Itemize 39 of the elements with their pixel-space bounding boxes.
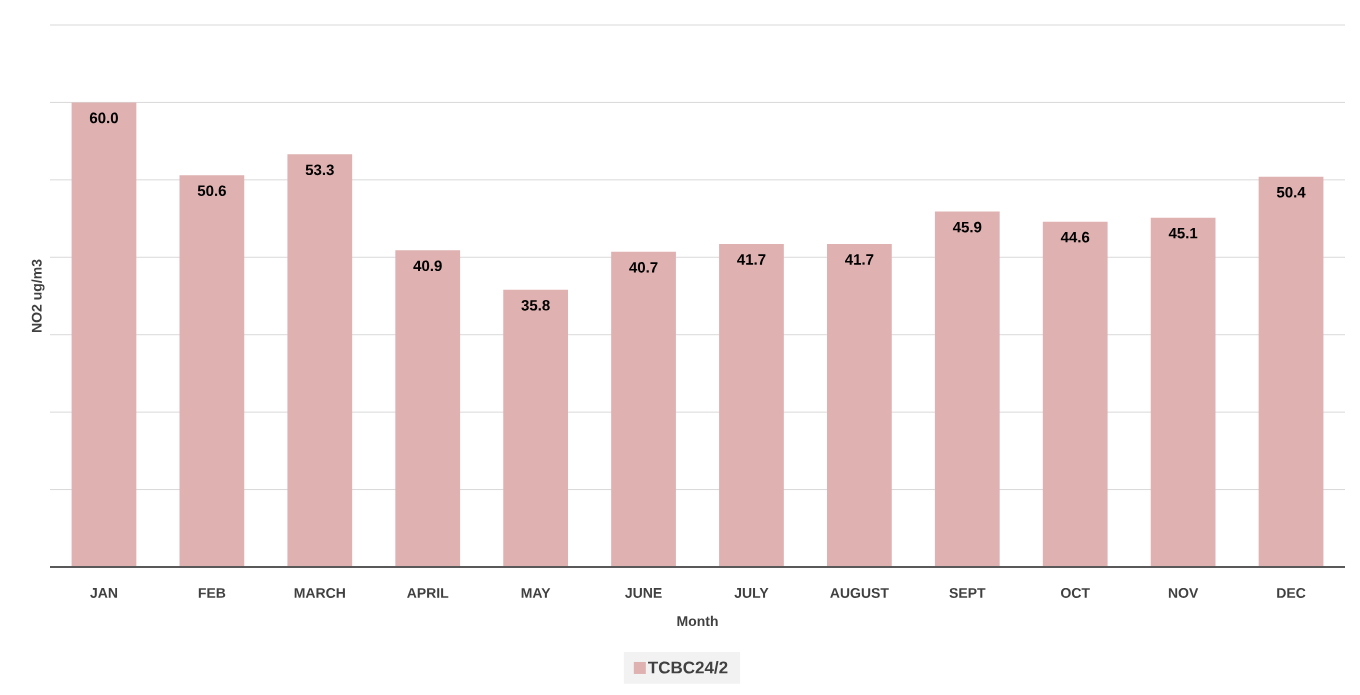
bar xyxy=(611,251,676,567)
data-label: 44.6 xyxy=(1060,231,1090,243)
bar xyxy=(395,250,461,567)
data-label: 50.4 xyxy=(1276,186,1306,198)
x-tick-label: DEC xyxy=(1277,588,1306,598)
bar xyxy=(1150,217,1216,567)
x-tick-label: MARCH xyxy=(294,588,345,598)
x-tick-label: JULY xyxy=(734,588,769,598)
data-label: 35.8 xyxy=(521,300,550,311)
data-label: 53.3 xyxy=(305,164,334,176)
data-label: 45.1 xyxy=(1168,227,1198,239)
x-tick-label: JAN xyxy=(90,588,118,598)
x-tick-label: OCT xyxy=(1061,588,1090,598)
data-label: 50.6 xyxy=(197,185,226,197)
data-label: 41.7 xyxy=(737,254,766,265)
x-axis-title: Month xyxy=(677,615,718,627)
bar xyxy=(287,154,353,567)
data-label: 40.7 xyxy=(629,262,658,273)
x-tick-label: NOV xyxy=(1168,588,1199,598)
x-tick-label: FEB xyxy=(198,588,226,598)
bar xyxy=(503,289,569,567)
data-label: 60.0 xyxy=(89,112,118,124)
x-tick-label: AUGUST xyxy=(830,588,889,598)
data-label: 41.7 xyxy=(845,254,874,265)
x-tick-label: APRIL xyxy=(407,588,449,598)
x-tick-label: SEPT xyxy=(949,588,986,598)
x-tick-label: MAY xyxy=(521,588,551,598)
y-axis-title: NO2 ug/m3 xyxy=(31,259,45,332)
x-tick-label: JUNE xyxy=(625,588,662,598)
data-label: 40.9 xyxy=(413,260,442,272)
bar xyxy=(179,175,245,567)
bar xyxy=(934,211,1000,567)
bar xyxy=(71,102,137,567)
legend-label: TCBC24/2 xyxy=(648,661,728,674)
bar xyxy=(719,244,784,567)
bar xyxy=(827,244,892,567)
data-label: 45.9 xyxy=(952,221,982,233)
bar xyxy=(1042,221,1108,567)
bar xyxy=(1258,176,1324,567)
